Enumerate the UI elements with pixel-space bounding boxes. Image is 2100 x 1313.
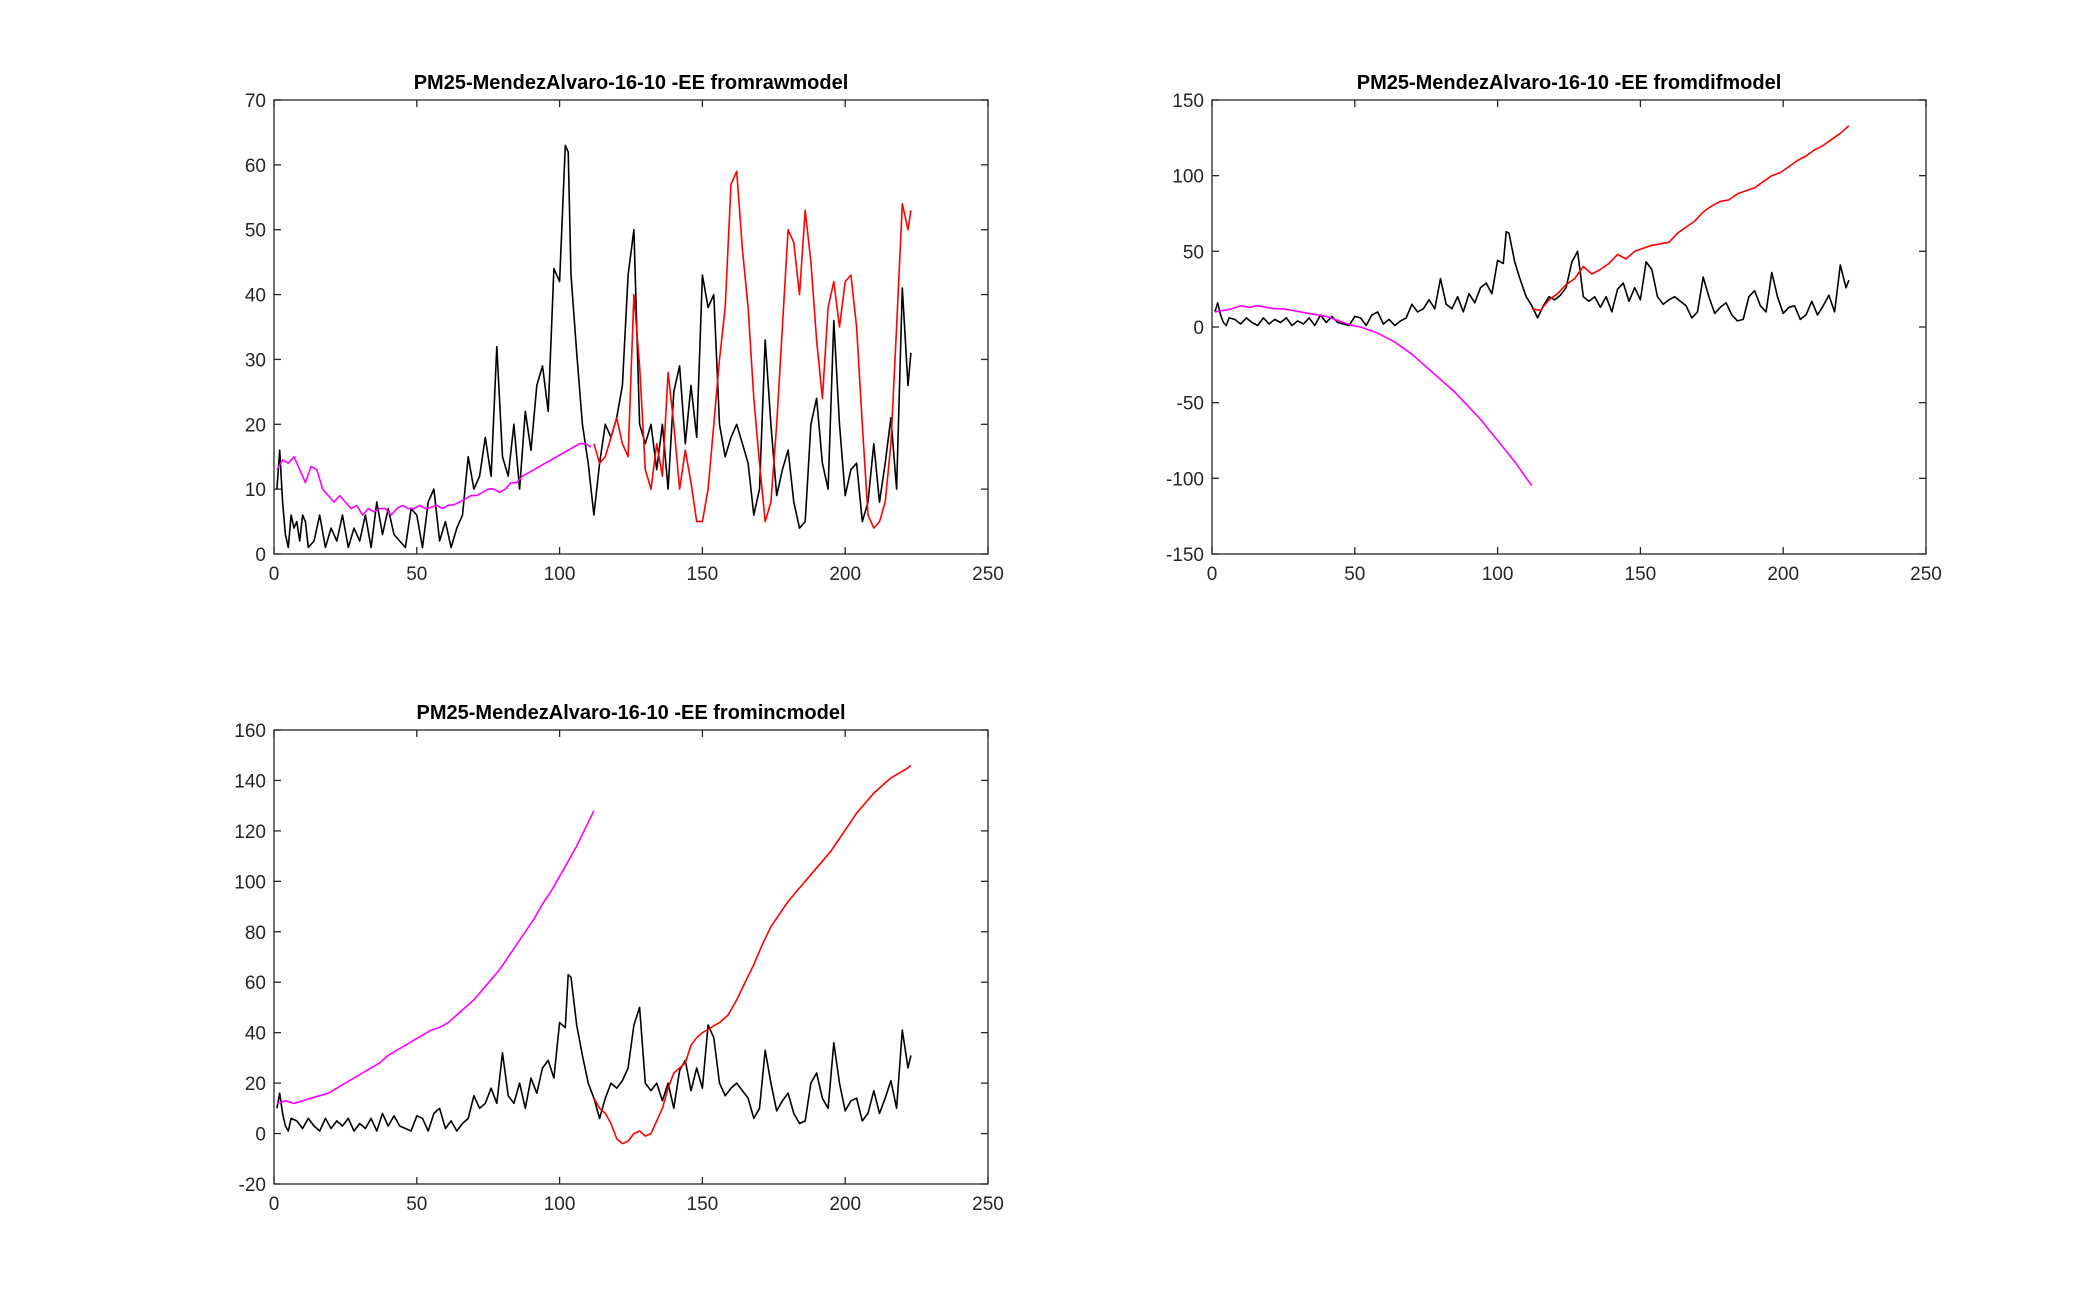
y-tick-label: -150 — [1166, 545, 1204, 566]
plot-area — [1211, 99, 1927, 555]
x-tick-label: 100 — [544, 564, 576, 585]
x-tick-label: 250 — [972, 564, 1004, 585]
y-tick-label: -20 — [239, 1175, 266, 1196]
x-tick-label: 100 — [1482, 564, 1514, 585]
x-tick-label: 0 — [1207, 564, 1218, 585]
series-line-1 — [276, 442, 592, 516]
chart-title: PM25-MendezAlvaro-16-10 -EE fromdifmodel — [1357, 72, 1782, 94]
y-tick-label: 30 — [245, 350, 266, 371]
x-tick-label: 150 — [1625, 564, 1657, 585]
chart-title: PM25-MendezAlvaro-16-10 -EE fromincmodel — [417, 702, 846, 724]
x-tick-label: 50 — [406, 1194, 427, 1215]
x-tick-label: 150 — [687, 1194, 719, 1215]
y-tick-label: 70 — [245, 91, 266, 112]
y-tick-label: 20 — [245, 1074, 266, 1095]
y-tick-label: 20 — [245, 415, 266, 436]
x-tick-label: 50 — [1344, 564, 1365, 585]
y-tick-label: 120 — [234, 822, 266, 843]
y-tick-label: -50 — [1177, 394, 1204, 415]
x-tick-label: 0 — [269, 1194, 280, 1215]
y-tick-label: 60 — [245, 973, 266, 994]
y-tick-label: 140 — [234, 771, 266, 792]
y-tick-label: 40 — [245, 286, 266, 307]
series-line-1 — [1214, 304, 1533, 487]
x-tick-label: 150 — [687, 564, 719, 585]
series-line-2 — [1531, 125, 1850, 312]
y-tick-label: 0 — [255, 545, 266, 566]
x-tick-label: 200 — [829, 564, 861, 585]
x-tick-label: 0 — [269, 564, 280, 585]
y-tick-label: 60 — [245, 156, 266, 177]
subplot-fromincmodel: PM25-MendezAlvaro-16-10 -EE fromincmodel… — [234, 702, 1004, 1215]
subplot-fromdifmodel: PM25-MendezAlvaro-16-10 -EE fromdifmodel… — [1166, 72, 1942, 585]
chart-title: PM25-MendezAlvaro-16-10 -EE fromrawmodel — [414, 72, 849, 94]
x-tick-label: 200 — [829, 1194, 861, 1215]
x-tick-label: 100 — [544, 1194, 576, 1215]
y-tick-label: -100 — [1166, 469, 1204, 490]
series-line-1 — [276, 810, 595, 1105]
y-tick-label: 50 — [245, 221, 266, 242]
series-line-0 — [276, 144, 912, 549]
subplot-fromrawmodel: PM25-MendezAlvaro-16-10 -EE fromrawmodel… — [245, 72, 1004, 585]
series-line-2 — [593, 764, 912, 1145]
y-tick-label: 50 — [1183, 242, 1204, 263]
y-tick-label: 100 — [234, 872, 266, 893]
y-tick-label: 80 — [245, 923, 266, 944]
x-tick-label: 250 — [1910, 564, 1942, 585]
series-line-0 — [1214, 230, 1850, 327]
series-line-0 — [276, 973, 912, 1132]
y-tick-label: 150 — [1172, 91, 1204, 112]
x-tick-label: 50 — [406, 564, 427, 585]
y-tick-label: 40 — [245, 1024, 266, 1045]
y-tick-label: 160 — [234, 721, 266, 742]
x-tick-label: 200 — [1767, 564, 1799, 585]
y-tick-label: 0 — [1193, 318, 1204, 339]
y-tick-label: 100 — [1172, 167, 1204, 188]
series-line-2 — [593, 170, 912, 529]
y-tick-label: 0 — [255, 1125, 266, 1146]
y-tick-label: 10 — [245, 480, 266, 501]
x-tick-label: 250 — [972, 1194, 1004, 1215]
plot-area — [273, 99, 989, 555]
